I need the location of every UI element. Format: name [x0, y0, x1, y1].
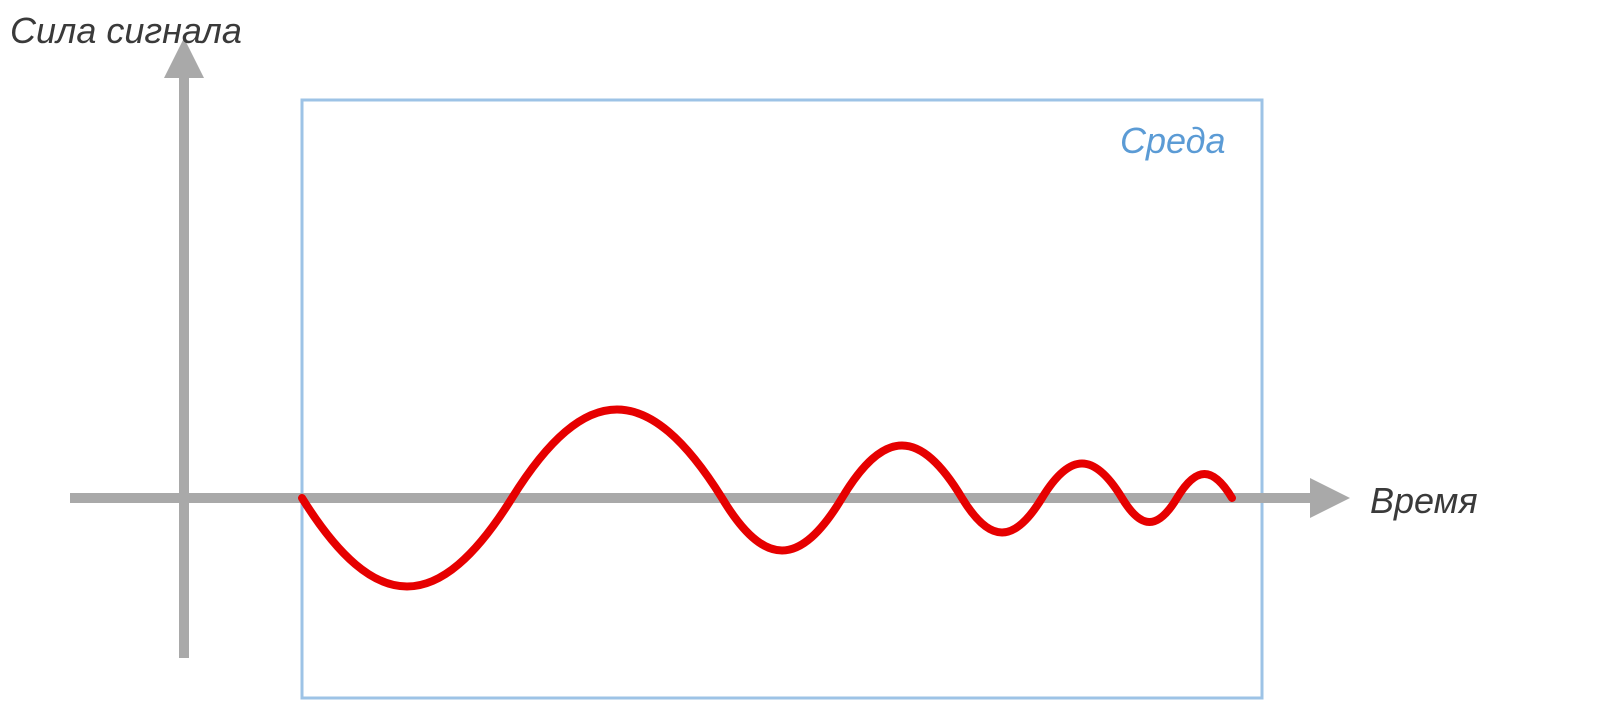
y-axis — [164, 38, 204, 658]
medium-label: Среда — [1120, 120, 1226, 162]
signal-diagram — [0, 0, 1600, 725]
medium-box — [302, 100, 1262, 698]
x-axis-label: Время — [1370, 480, 1478, 522]
y-axis-label: Сила сигнала — [10, 10, 242, 52]
